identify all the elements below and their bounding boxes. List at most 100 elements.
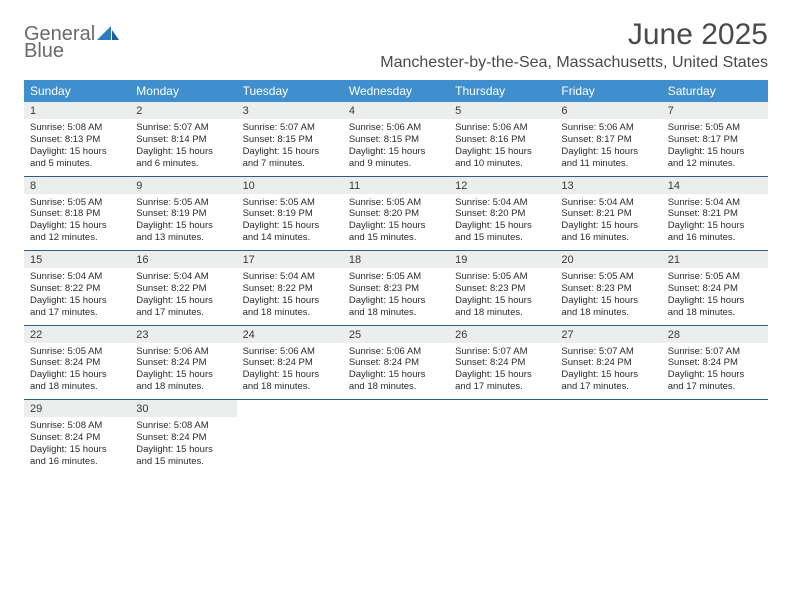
daylight-line: Daylight: 15 hours and 15 minutes. bbox=[455, 220, 549, 244]
day-cell: Sunrise: 5:04 AMSunset: 8:22 PMDaylight:… bbox=[237, 268, 343, 325]
day-number: 13 bbox=[555, 177, 661, 194]
sunrise-line: Sunrise: 5:06 AM bbox=[136, 346, 230, 358]
sunrise-line: Sunrise: 5:05 AM bbox=[455, 271, 549, 283]
sunrise-line: Sunrise: 5:04 AM bbox=[668, 197, 762, 209]
sunrise-line: Sunrise: 5:04 AM bbox=[455, 197, 549, 209]
day-number bbox=[449, 400, 555, 417]
day-cell: Sunrise: 5:08 AMSunset: 8:13 PMDaylight:… bbox=[24, 119, 130, 176]
sunrise-line: Sunrise: 5:05 AM bbox=[668, 122, 762, 134]
cells-row: Sunrise: 5:08 AMSunset: 8:13 PMDaylight:… bbox=[24, 119, 768, 176]
day-cell bbox=[449, 417, 555, 474]
sunrise-line: Sunrise: 5:04 AM bbox=[243, 271, 337, 283]
day-number: 29 bbox=[24, 400, 130, 417]
day-number: 27 bbox=[555, 326, 661, 343]
sunrise-line: Sunrise: 5:04 AM bbox=[30, 271, 124, 283]
day-cell: Sunrise: 5:07 AMSunset: 8:15 PMDaylight:… bbox=[237, 119, 343, 176]
day-number: 16 bbox=[130, 251, 236, 268]
sunset-line: Sunset: 8:24 PM bbox=[455, 357, 549, 369]
daylight-line: Daylight: 15 hours and 5 minutes. bbox=[30, 146, 124, 170]
daylight-line: Daylight: 15 hours and 18 minutes. bbox=[243, 369, 337, 393]
sunset-line: Sunset: 8:24 PM bbox=[243, 357, 337, 369]
daylight-line: Daylight: 15 hours and 11 minutes. bbox=[561, 146, 655, 170]
sunrise-line: Sunrise: 5:06 AM bbox=[455, 122, 549, 134]
day-cell bbox=[237, 417, 343, 474]
sunrise-line: Sunrise: 5:07 AM bbox=[668, 346, 762, 358]
sunrise-line: Sunrise: 5:05 AM bbox=[136, 197, 230, 209]
day-cell: Sunrise: 5:06 AMSunset: 8:17 PMDaylight:… bbox=[555, 119, 661, 176]
day-number: 22 bbox=[24, 326, 130, 343]
day-cell: Sunrise: 5:04 AMSunset: 8:20 PMDaylight:… bbox=[449, 194, 555, 251]
day-cell: Sunrise: 5:08 AMSunset: 8:24 PMDaylight:… bbox=[130, 417, 236, 474]
daylight-line: Daylight: 15 hours and 15 minutes. bbox=[349, 220, 443, 244]
day-cell: Sunrise: 5:07 AMSunset: 8:24 PMDaylight:… bbox=[449, 343, 555, 400]
daylight-line: Daylight: 15 hours and 17 minutes. bbox=[561, 369, 655, 393]
day-number: 9 bbox=[130, 177, 236, 194]
day-cell: Sunrise: 5:07 AMSunset: 8:14 PMDaylight:… bbox=[130, 119, 236, 176]
calendar: SundayMondayTuesdayWednesdayThursdayFrid… bbox=[24, 80, 768, 474]
sunrise-line: Sunrise: 5:07 AM bbox=[455, 346, 549, 358]
daylight-line: Daylight: 15 hours and 18 minutes. bbox=[668, 295, 762, 319]
sunset-line: Sunset: 8:16 PM bbox=[455, 134, 549, 146]
sunset-line: Sunset: 8:24 PM bbox=[30, 357, 124, 369]
daylight-line: Daylight: 15 hours and 18 minutes. bbox=[136, 369, 230, 393]
location-subtitle: Manchester-by-the-Sea, Massachusetts, Un… bbox=[380, 54, 768, 72]
day-number: 8 bbox=[24, 177, 130, 194]
logo-sail-icon bbox=[97, 24, 119, 45]
daylight-line: Daylight: 15 hours and 17 minutes. bbox=[668, 369, 762, 393]
sunrise-line: Sunrise: 5:04 AM bbox=[136, 271, 230, 283]
sunrise-line: Sunrise: 5:08 AM bbox=[136, 420, 230, 432]
day-number: 14 bbox=[662, 177, 768, 194]
daylight-line: Daylight: 15 hours and 12 minutes. bbox=[30, 220, 124, 244]
sunset-line: Sunset: 8:21 PM bbox=[561, 208, 655, 220]
daylight-line: Daylight: 15 hours and 15 minutes. bbox=[136, 444, 230, 468]
daylight-line: Daylight: 15 hours and 16 minutes. bbox=[561, 220, 655, 244]
sunrise-line: Sunrise: 5:07 AM bbox=[243, 122, 337, 134]
sunset-line: Sunset: 8:14 PM bbox=[136, 134, 230, 146]
sunrise-line: Sunrise: 5:07 AM bbox=[561, 346, 655, 358]
daylight-line: Daylight: 15 hours and 18 minutes. bbox=[349, 369, 443, 393]
cells-row: Sunrise: 5:08 AMSunset: 8:24 PMDaylight:… bbox=[24, 417, 768, 474]
sunrise-line: Sunrise: 5:08 AM bbox=[30, 122, 124, 134]
sunrise-line: Sunrise: 5:05 AM bbox=[30, 346, 124, 358]
week-block: 891011121314Sunrise: 5:05 AMSunset: 8:18… bbox=[24, 176, 768, 251]
weekday-label: Tuesday bbox=[237, 80, 343, 102]
day-cell: Sunrise: 5:06 AMSunset: 8:24 PMDaylight:… bbox=[130, 343, 236, 400]
day-cell: Sunrise: 5:04 AMSunset: 8:21 PMDaylight:… bbox=[662, 194, 768, 251]
daynum-row: 22232425262728 bbox=[24, 326, 768, 343]
day-number bbox=[662, 400, 768, 417]
day-number: 4 bbox=[343, 102, 449, 119]
sunrise-line: Sunrise: 5:05 AM bbox=[30, 197, 124, 209]
daylight-line: Daylight: 15 hours and 18 minutes. bbox=[561, 295, 655, 319]
day-number: 10 bbox=[237, 177, 343, 194]
sunrise-line: Sunrise: 5:06 AM bbox=[561, 122, 655, 134]
daylight-line: Daylight: 15 hours and 18 minutes. bbox=[243, 295, 337, 319]
day-cell: Sunrise: 5:04 AMSunset: 8:22 PMDaylight:… bbox=[130, 268, 236, 325]
day-cell bbox=[555, 417, 661, 474]
daylight-line: Daylight: 15 hours and 9 minutes. bbox=[349, 146, 443, 170]
day-cell: Sunrise: 5:05 AMSunset: 8:20 PMDaylight:… bbox=[343, 194, 449, 251]
month-title: June 2025 bbox=[380, 18, 768, 52]
sunrise-line: Sunrise: 5:06 AM bbox=[349, 122, 443, 134]
day-number: 28 bbox=[662, 326, 768, 343]
daylight-line: Daylight: 15 hours and 17 minutes. bbox=[136, 295, 230, 319]
weekday-label: Thursday bbox=[449, 80, 555, 102]
weekday-label: Saturday bbox=[662, 80, 768, 102]
weekday-label: Wednesday bbox=[343, 80, 449, 102]
daylight-line: Daylight: 15 hours and 17 minutes. bbox=[30, 295, 124, 319]
day-number: 1 bbox=[24, 102, 130, 119]
daylight-line: Daylight: 15 hours and 12 minutes. bbox=[668, 146, 762, 170]
weekday-header: SundayMondayTuesdayWednesdayThursdayFrid… bbox=[24, 80, 768, 102]
weekday-label: Monday bbox=[130, 80, 236, 102]
sunset-line: Sunset: 8:22 PM bbox=[30, 283, 124, 295]
sunset-line: Sunset: 8:24 PM bbox=[561, 357, 655, 369]
daynum-row: 891011121314 bbox=[24, 177, 768, 194]
day-cell: Sunrise: 5:05 AMSunset: 8:23 PMDaylight:… bbox=[449, 268, 555, 325]
day-number: 24 bbox=[237, 326, 343, 343]
sunset-line: Sunset: 8:20 PM bbox=[455, 208, 549, 220]
sunrise-line: Sunrise: 5:05 AM bbox=[349, 197, 443, 209]
sunset-line: Sunset: 8:24 PM bbox=[136, 432, 230, 444]
day-number: 20 bbox=[555, 251, 661, 268]
daylight-line: Daylight: 15 hours and 10 minutes. bbox=[455, 146, 549, 170]
sunset-line: Sunset: 8:19 PM bbox=[243, 208, 337, 220]
sunset-line: Sunset: 8:24 PM bbox=[349, 357, 443, 369]
